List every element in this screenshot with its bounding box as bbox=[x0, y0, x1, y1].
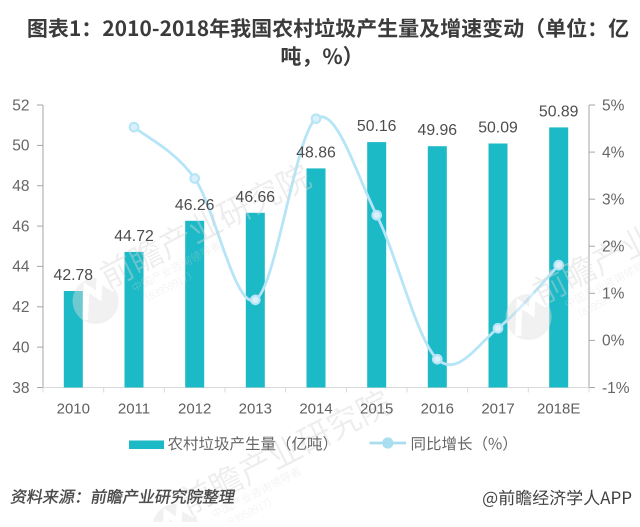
svg-text:49.96: 49.96 bbox=[418, 122, 458, 139]
svg-text:2016: 2016 bbox=[421, 401, 454, 418]
svg-text:2010: 2010 bbox=[57, 401, 90, 418]
svg-text:40: 40 bbox=[12, 339, 30, 356]
svg-text:46: 46 bbox=[12, 218, 29, 235]
svg-text:50.89: 50.89 bbox=[539, 103, 579, 120]
svg-text:3%: 3% bbox=[602, 192, 625, 209]
svg-text:2015: 2015 bbox=[360, 401, 393, 418]
svg-text:50.09: 50.09 bbox=[478, 120, 518, 137]
svg-text:2%: 2% bbox=[602, 239, 625, 256]
svg-text:0%: 0% bbox=[602, 333, 625, 350]
svg-text:42: 42 bbox=[12, 299, 29, 316]
svg-text:1%: 1% bbox=[602, 286, 625, 303]
svg-text:2013: 2013 bbox=[239, 401, 272, 418]
svg-text:46.66: 46.66 bbox=[236, 189, 276, 206]
svg-text:2011: 2011 bbox=[118, 401, 150, 418]
svg-text:44: 44 bbox=[12, 259, 30, 276]
svg-text:2018E: 2018E bbox=[537, 401, 580, 418]
svg-text:2014: 2014 bbox=[299, 401, 332, 418]
svg-text:44.72: 44.72 bbox=[114, 228, 154, 245]
svg-text:48: 48 bbox=[12, 178, 29, 195]
svg-text:4%: 4% bbox=[602, 144, 625, 161]
svg-text:46.26: 46.26 bbox=[175, 197, 215, 214]
svg-text:50: 50 bbox=[12, 138, 30, 155]
svg-text:42.78: 42.78 bbox=[54, 267, 94, 284]
svg-text:50.16: 50.16 bbox=[357, 118, 397, 135]
svg-text:48.86: 48.86 bbox=[296, 144, 336, 161]
svg-text:2012: 2012 bbox=[178, 401, 211, 418]
svg-text:-1%: -1% bbox=[602, 380, 630, 397]
svg-text:52: 52 bbox=[12, 97, 29, 114]
svg-text:2017: 2017 bbox=[481, 401, 514, 418]
svg-text:5%: 5% bbox=[602, 97, 625, 114]
svg-text:38: 38 bbox=[12, 380, 29, 397]
